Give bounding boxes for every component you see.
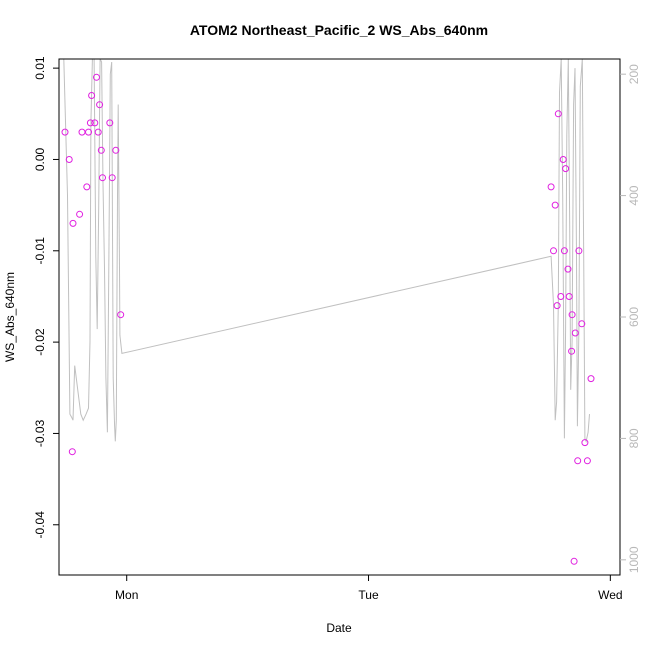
y-tick-label: -0.04 (33, 511, 47, 539)
data-point (571, 329, 579, 337)
data-point (88, 92, 96, 99)
y-tick-label: 0.01 (33, 56, 47, 80)
y2-tick-label: 600 (627, 307, 641, 327)
right-axis-series-line (63, 58, 590, 444)
data-point (91, 119, 99, 127)
right-y-axis: 200 400 600 800 1000 (620, 64, 641, 573)
x-axis-label: Date (326, 621, 352, 635)
chart-title: ATOM2 Northeast_Pacific_2 WS_Abs_640nm (190, 22, 488, 38)
data-point (117, 311, 125, 319)
y-axis-label: WS_Abs_640nm (3, 272, 17, 362)
data-point (68, 448, 76, 456)
data-point (69, 219, 77, 227)
data-point (570, 557, 578, 565)
y-axis: 0.01 0.00 -0.01 -0.02 -0.03 -0.04 (33, 56, 59, 538)
y2-tick-label: 400 (627, 185, 641, 205)
data-point (106, 119, 114, 127)
data-point (559, 156, 567, 163)
data-point (61, 128, 69, 136)
data-point (93, 73, 100, 81)
data-point (560, 247, 568, 255)
data-point (587, 375, 595, 383)
data-point (85, 128, 92, 136)
data-point (99, 174, 106, 182)
points-layer (61, 73, 595, 565)
data-point (550, 247, 557, 255)
x-tick-label: Mon (115, 588, 138, 602)
x-tick-label: Tue (358, 588, 379, 602)
data-point (108, 174, 116, 182)
y-tick-label: -0.02 (33, 328, 47, 356)
data-point (76, 210, 84, 218)
right-axis-line-layer (63, 58, 590, 444)
data-point (96, 101, 104, 109)
data-point (578, 320, 586, 328)
data-point (547, 183, 555, 191)
data-point (575, 247, 583, 255)
data-point (581, 439, 589, 447)
data-point (568, 311, 576, 319)
data-point (574, 457, 582, 465)
y2-tick-label: 800 (627, 428, 641, 448)
x-tick-label: Wed (598, 588, 622, 602)
data-point (65, 156, 73, 163)
data-point (562, 165, 570, 173)
data-point (564, 265, 572, 273)
y2-tick-label: 1000 (627, 546, 641, 573)
y-tick-label: -0.01 (33, 237, 47, 265)
y-tick-label: -0.03 (33, 419, 47, 447)
y-tick-label: 0.00 (33, 147, 47, 171)
data-point (551, 201, 559, 209)
data-point (86, 119, 94, 127)
data-point (112, 146, 120, 154)
data-point (83, 183, 91, 191)
data-point (568, 347, 576, 355)
data-point (78, 128, 86, 136)
y2-tick-label: 200 (627, 64, 641, 84)
data-point (94, 128, 102, 136)
data-point (583, 457, 591, 465)
data-point (565, 293, 573, 300)
plot-frame (58, 58, 621, 576)
x-axis: Mon Tue Wed (115, 575, 623, 602)
data-point (557, 293, 565, 300)
data-point (554, 110, 562, 118)
data-point (553, 302, 561, 310)
data-point (97, 146, 105, 154)
